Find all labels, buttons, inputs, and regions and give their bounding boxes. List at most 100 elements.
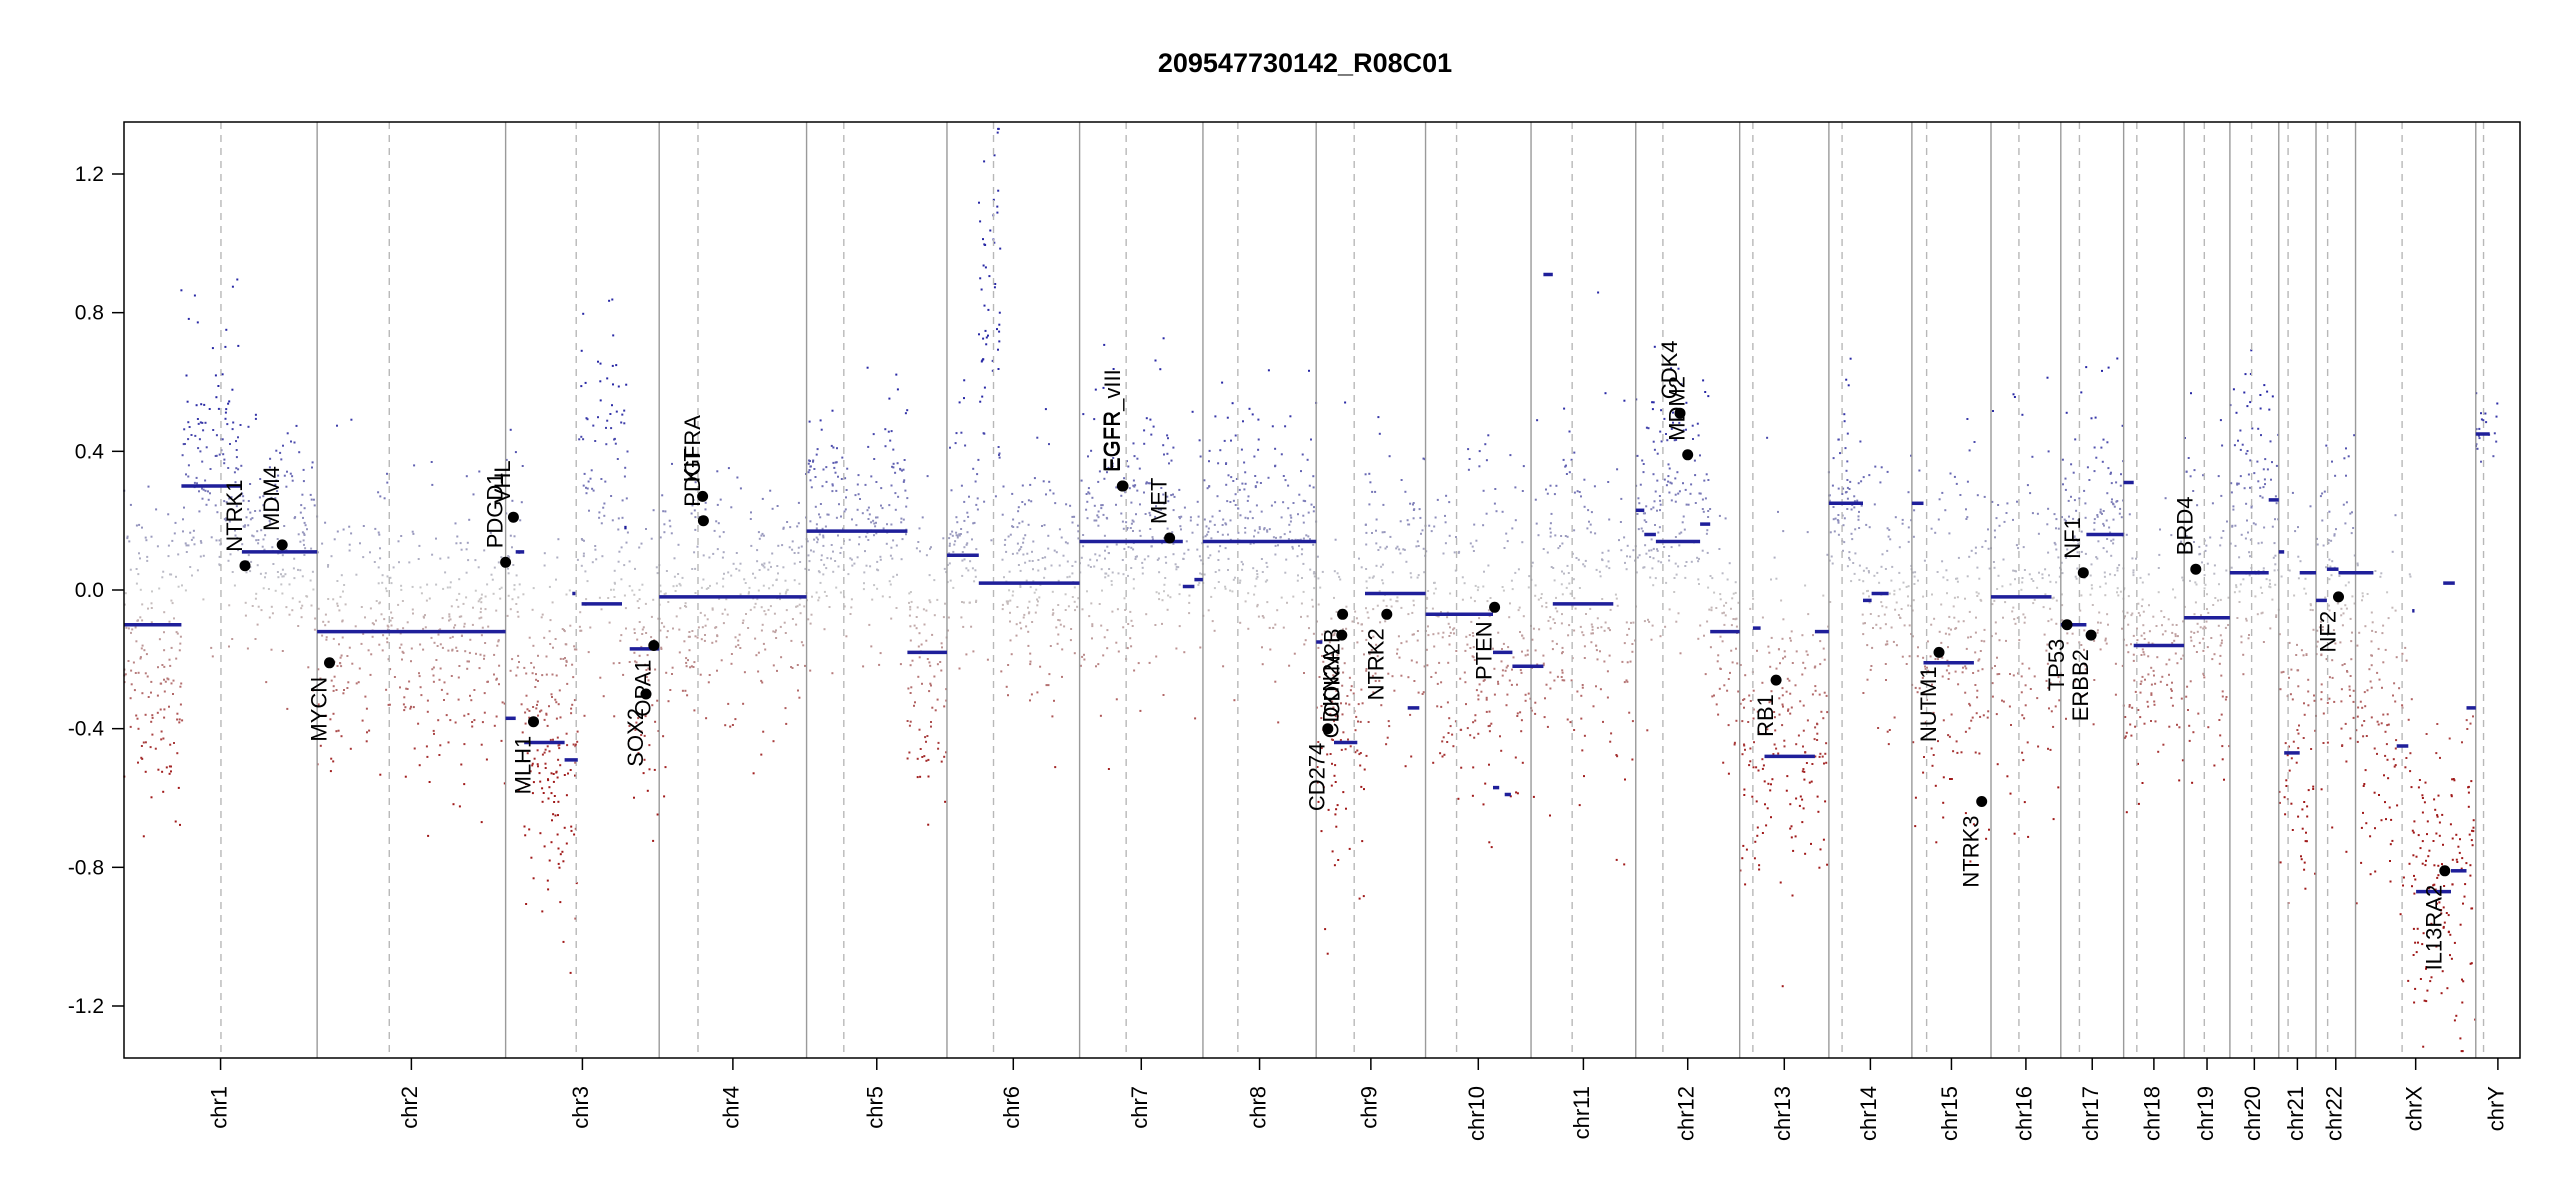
- probe-point: [1255, 569, 1258, 572]
- probe-point: [1162, 337, 1165, 340]
- probe-point: [965, 543, 968, 546]
- probe-point: [582, 555, 585, 558]
- probe-point: [176, 632, 179, 635]
- probe-point: [646, 789, 649, 792]
- probe-point: [251, 605, 254, 607]
- probe-point: [1713, 591, 1716, 594]
- probe-point: [237, 468, 240, 471]
- probe-point: [846, 467, 849, 470]
- probe-point: [1968, 555, 1971, 558]
- probe-point: [317, 551, 319, 554]
- probe-point: [1306, 458, 1309, 461]
- probe-point: [473, 689, 476, 691]
- probe-point: [1300, 553, 1303, 556]
- probe-point: [1198, 555, 1201, 558]
- probe-point: [1363, 788, 1365, 791]
- probe-point: [569, 624, 572, 627]
- probe-point: [303, 532, 306, 535]
- probe-point: [2262, 567, 2265, 570]
- probe-point: [1073, 652, 1076, 655]
- probe-point: [228, 520, 231, 523]
- probe-point: [663, 593, 666, 596]
- probe-point: [1197, 583, 1200, 586]
- probe-point: [640, 730, 643, 733]
- probe-point: [400, 535, 403, 537]
- probe-point: [2176, 635, 2179, 638]
- probe-point: [1357, 703, 1360, 706]
- probe-point: [1208, 485, 1211, 488]
- probe-point: [1493, 693, 1496, 696]
- probe-point: [1806, 719, 1809, 722]
- probe-point: [231, 638, 234, 640]
- probe-point: [1274, 501, 1277, 504]
- probe-point: [1669, 481, 1672, 484]
- probe-point: [2266, 468, 2269, 471]
- probe-point: [1561, 652, 1563, 655]
- probe-point: [2186, 550, 2189, 553]
- probe-point: [1313, 571, 1316, 573]
- probe-point: [537, 680, 539, 682]
- probe-point: [1921, 672, 1924, 675]
- probe-point: [2084, 664, 2087, 667]
- probe-point: [1938, 498, 1941, 501]
- probe-point: [1541, 605, 1544, 608]
- probe-point: [2102, 510, 2105, 512]
- probe-point: [1369, 481, 1372, 484]
- probe-point: [2235, 411, 2238, 414]
- probe-point: [1674, 493, 1677, 496]
- probe-point: [1478, 630, 1481, 633]
- probe-point: [975, 503, 978, 506]
- probe-point: [2221, 444, 2224, 447]
- probe-point: [902, 468, 905, 471]
- probe-point: [1149, 528, 1152, 530]
- probe-point: [126, 537, 129, 540]
- probe-point: [1365, 543, 1368, 546]
- probe-point: [715, 520, 718, 523]
- probe-point: [418, 544, 421, 547]
- probe-point: [2001, 585, 2004, 588]
- probe-point: [1702, 379, 1705, 382]
- probe-point: [347, 681, 350, 684]
- probe-point: [1044, 568, 1047, 571]
- probe-point: [358, 667, 361, 670]
- probe-point: [1563, 407, 1566, 410]
- probe-point: [167, 544, 170, 547]
- probe-point: [2058, 699, 2061, 702]
- probe-point: [1937, 658, 1939, 661]
- probe-point: [1253, 455, 1256, 458]
- probe-point: [390, 624, 393, 627]
- probe-point: [1625, 568, 1628, 571]
- probe-point: [511, 658, 514, 661]
- probe-point: [1036, 436, 1039, 439]
- probe-point: [2150, 693, 2153, 696]
- probe-point: [2137, 602, 2140, 605]
- probe-point: [1590, 632, 1593, 635]
- probe-point: [480, 821, 483, 824]
- probe-point: [1350, 685, 1353, 688]
- probe-point: [2260, 541, 2263, 544]
- probe-point: [776, 565, 779, 567]
- probe-point: [1758, 868, 1761, 871]
- probe-point: [786, 588, 789, 591]
- probe-point: [1033, 591, 1036, 594]
- probe-point: [930, 721, 932, 723]
- probe-point: [2257, 542, 2260, 545]
- probe-point: [1043, 524, 1046, 527]
- probe-point: [694, 481, 697, 484]
- probe-point: [1056, 642, 1059, 645]
- probe-point: [2013, 569, 2016, 572]
- probe-point: [763, 562, 766, 565]
- probe-point: [934, 709, 937, 712]
- probe-point: [1446, 701, 1449, 704]
- probe-point: [1302, 514, 1305, 517]
- probe-point: [1802, 729, 1805, 732]
- probe-point: [2263, 526, 2266, 529]
- probe-point: [139, 557, 141, 560]
- probe-point: [640, 645, 643, 648]
- probe-point: [1966, 480, 1969, 483]
- probe-point: [506, 614, 509, 617]
- probe-point: [2093, 679, 2096, 681]
- probe-point: [815, 523, 818, 526]
- probe-point: [204, 479, 207, 482]
- probe-point: [1037, 600, 1039, 603]
